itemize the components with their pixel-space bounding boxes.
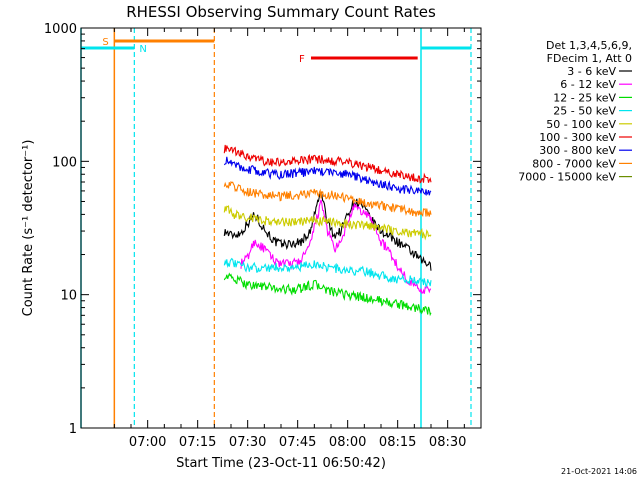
annotation-layer: S N F (80, 28, 472, 428)
y-tick-label: 100 (52, 155, 77, 170)
x-tick-label: 07:45 (279, 435, 316, 450)
y-tick-label: 1 (69, 422, 77, 437)
tick-layer: 1 10 100 1000 07:00 07:15 07:30 07:45 08:00 08:15… (44, 22, 482, 450)
orange-bar-label: S (102, 37, 108, 48)
series-line-4 (223, 205, 432, 241)
legend-entry-label: 7000 - 15000 keV (518, 171, 616, 184)
x-tick-label: 07:15 (179, 435, 216, 450)
series-line-7 (223, 181, 432, 218)
chart-title: RHESSI Observing Summary Count Rates (126, 3, 436, 21)
legend-entry-label: 25 - 50 keV (553, 105, 616, 118)
legend-entry-label: 6 - 12 keV (560, 78, 616, 91)
series-line-6 (223, 156, 432, 197)
legend-entry-label: 100 - 300 keV (539, 131, 616, 144)
series-layer (223, 144, 432, 317)
y-tick-label: 1000 (44, 22, 77, 37)
y-tick-label: 10 (60, 289, 77, 304)
x-tick-label: 08:15 (379, 435, 416, 450)
x-tick-label: 08:00 (329, 435, 366, 450)
legend-entry-label: 300 - 800 keV (539, 144, 616, 157)
x-tick-label: 08:30 (429, 435, 466, 450)
series-line-5 (223, 144, 432, 184)
x-tick-label: 07:00 (129, 435, 166, 450)
legend: Det 1,3,4,5,6,9,FDecim 1, Att 03 - 6 keV… (518, 39, 632, 184)
x-tick-label: 07:30 (229, 435, 266, 450)
timestamp: 21-Oct-2021 14:06 (561, 467, 637, 476)
legend-entry-label: 800 - 7000 keV (532, 157, 616, 170)
legend-entry-label: 3 - 6 keV (567, 65, 616, 78)
series-line-3 (223, 257, 432, 289)
legend-entry-label: 50 - 100 keV (546, 118, 616, 131)
cyan-bar-label: N (139, 44, 146, 55)
legend-entry-label: 12 - 25 keV (553, 91, 616, 104)
x-axis-label: Start Time (23-Oct-11 06:50:42) (176, 456, 386, 471)
series-line-0 (223, 191, 432, 271)
legend-header-line: FDecim 1, Att 0 (547, 52, 632, 65)
series-line-1 (240, 199, 432, 294)
red-bar-label: F (299, 54, 305, 65)
legend-header-line: Det 1,3,4,5,6,9, (546, 39, 632, 52)
y-axis-label: Count Rate (s⁻¹ detector⁻¹) (21, 140, 36, 317)
series-line-2 (223, 272, 432, 317)
